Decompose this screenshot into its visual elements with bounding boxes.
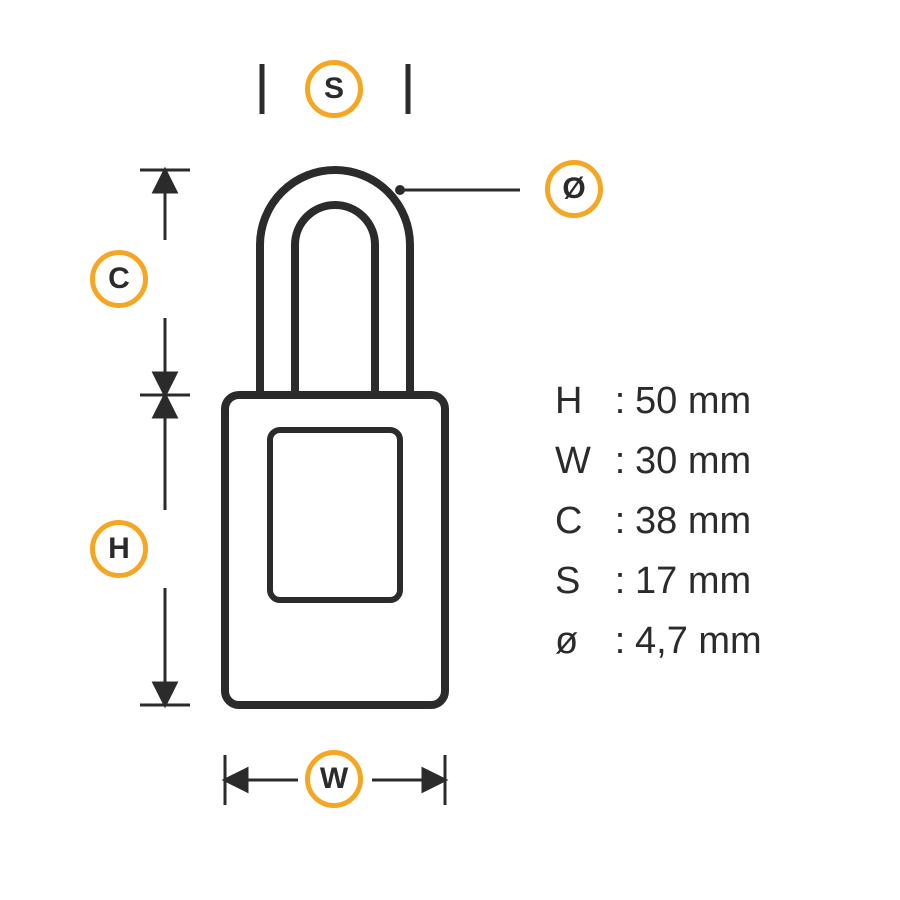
spec-key-2: C [555,500,605,543]
spec-val-2: 38 mm [635,500,751,543]
spec-row-4: ø : 4,7 mm [555,620,762,663]
spec-colon-0: : [605,380,635,423]
spec-colon-3: : [605,560,635,603]
spec-colon-2: : [605,500,635,543]
spec-val-4: 4,7 mm [635,620,762,663]
spec-val-3: 17 mm [635,560,751,603]
spec-key-3: S [555,560,605,603]
spec-key-4: ø [555,620,605,663]
padlock-svg [0,0,900,900]
dim-o-dot [395,185,405,195]
badge-o: Ø [545,160,603,218]
spec-colon-4: : [605,620,635,663]
spec-row-0: H : 50 mm [555,380,751,423]
spec-val-1: 30 mm [635,440,751,483]
badge-h: H [90,520,148,578]
badge-o-label: Ø [562,172,585,206]
badge-s: S [305,60,363,118]
badge-s-label: S [324,72,344,106]
badge-w: W [305,750,363,808]
spec-row-3: S : 17 mm [555,560,751,603]
badge-w-label: W [320,762,348,796]
padlock-body [225,395,445,705]
spec-colon-1: : [605,440,635,483]
spec-row-1: W : 30 mm [555,440,751,483]
badge-h-label: H [108,532,130,566]
spec-key-1: W [555,440,605,483]
spec-val-0: 50 mm [635,380,751,423]
spec-row-2: C : 38 mm [555,500,751,543]
diagram-canvas: S Ø C H W H : 50 mm W : 30 mm C : 38 mm … [0,0,900,900]
badge-c: C [90,250,148,308]
shackle-inner [295,205,375,395]
badge-c-label: C [108,262,130,296]
spec-key-0: H [555,380,605,423]
